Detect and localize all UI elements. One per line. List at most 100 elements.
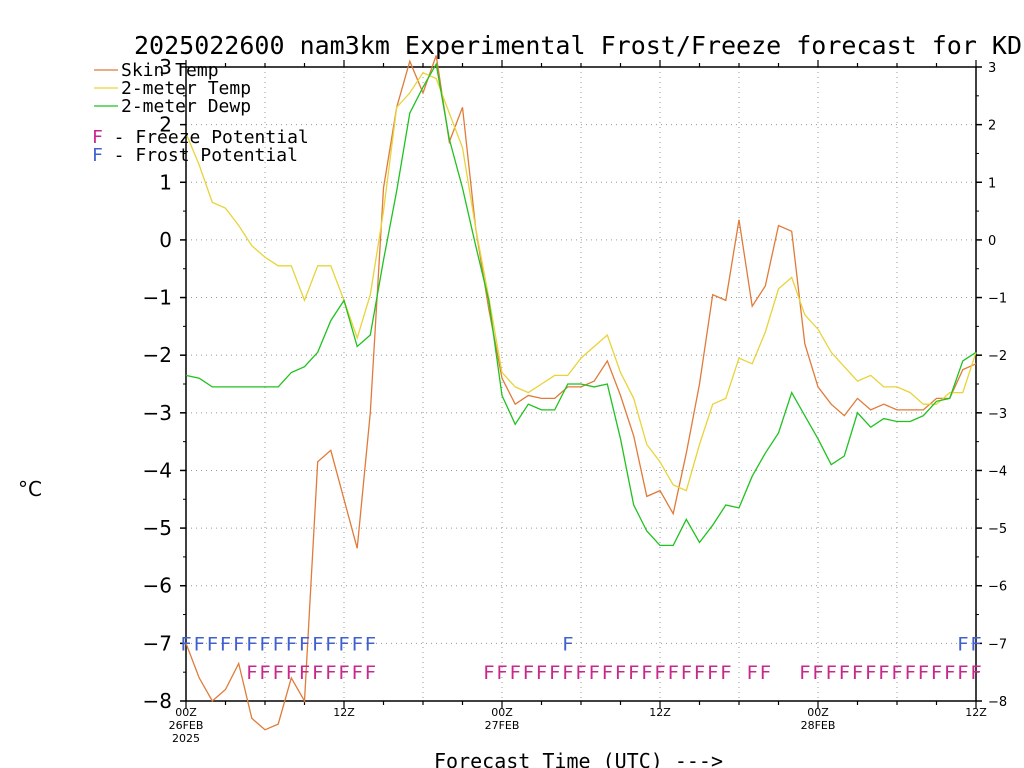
y-tick-label: −2	[143, 343, 172, 367]
freeze-flag: F	[523, 662, 534, 684]
y-tick-label-right: 2	[988, 119, 996, 134]
y-tick-label-right: 1	[988, 176, 996, 191]
frost-flag: F	[338, 633, 349, 655]
x-tick-label: 00Z	[175, 706, 197, 719]
legend-label: 2-meter Temp	[121, 78, 251, 99]
y-tick-label-right: 0	[988, 234, 996, 249]
freeze-flag: F	[904, 662, 915, 684]
freeze-flag: F	[575, 662, 586, 684]
frost-flag: F	[286, 633, 297, 655]
x-tick-label: 26FEB	[169, 719, 204, 732]
y-tick-label: 0	[159, 228, 172, 252]
frost-flag: F	[259, 633, 270, 655]
freeze-flag: F	[799, 662, 810, 684]
freeze-flag: F	[865, 662, 876, 684]
legend-flag-text: - Freeze Potential	[103, 127, 309, 148]
freeze-flag: F	[694, 662, 705, 684]
freeze-flag: F	[286, 662, 297, 684]
x-tick-label: 12Z	[649, 706, 671, 719]
freeze-flag: F	[957, 662, 968, 684]
x-tick-label: 12Z	[333, 706, 355, 719]
grid	[186, 67, 976, 701]
freeze-flag: F	[299, 662, 310, 684]
series-line-skin-temp	[185, 55, 977, 731]
y-tick-label: −4	[143, 458, 172, 482]
chart-title: 2025022600 nam3km Experimental Frost/Fre…	[134, 31, 1024, 60]
y-tick-label-right: 3	[988, 61, 996, 76]
freeze-flag: F	[365, 662, 376, 684]
freeze-flag: F	[839, 662, 850, 684]
y-tick-label: −1	[143, 286, 172, 310]
freeze-flag: F	[720, 662, 731, 684]
freeze-flag: F	[483, 662, 494, 684]
freeze-flag: F	[259, 662, 270, 684]
y-tick-label-right: −4	[988, 464, 1007, 479]
frost-flag: F	[233, 633, 244, 655]
y-tick-label-right: −7	[988, 637, 1007, 652]
freeze-flag: F	[944, 662, 955, 684]
x-tick-label: 27FEB	[485, 719, 520, 732]
legend-label: Skin Temp	[121, 60, 219, 81]
y-tick-label: −6	[143, 574, 172, 598]
y-tick-label-right: −3	[988, 407, 1007, 422]
y-tick-label-right: −8	[988, 695, 1007, 710]
freeze-flag: F	[812, 662, 823, 684]
y-tick-label-right: −1	[988, 292, 1007, 307]
freeze-flag: F	[667, 662, 678, 684]
x-tick-label: 28FEB	[801, 719, 836, 732]
frost-flag: F	[957, 633, 968, 655]
freeze-flag: F	[588, 662, 599, 684]
y-axis-label: °C	[18, 477, 42, 501]
freeze-flag: F	[272, 662, 283, 684]
freeze-flag: F	[918, 662, 929, 684]
freeze-flag: F	[746, 662, 757, 684]
axes: 3 3 2 2 1 1 0 0 −1 −1 −2 −2 −3 −3 −4 −4 −5 −5 −6 −6 −7 −7 −8 −8…	[143, 55, 1008, 745]
y-tick-label: 1	[159, 170, 172, 194]
flags-layer: F F F F F F F F F F F F F F F F F FF F F F F F F F F F F F F F F F F F F F F F…	[180, 633, 981, 684]
series-line-2-meter-dewp	[185, 62, 977, 547]
freeze-flag: F	[325, 662, 336, 684]
freeze-flag: F	[891, 662, 902, 684]
freeze-flag: F	[654, 662, 665, 684]
freeze-flag: F	[681, 662, 692, 684]
y-tick-label-right: −6	[988, 580, 1007, 595]
freeze-flag: F	[852, 662, 863, 684]
freeze-flag: F	[496, 662, 507, 684]
freeze-flag: F	[602, 662, 613, 684]
frost-flag: F	[246, 633, 257, 655]
freeze-flag: F	[931, 662, 942, 684]
y-tick-label-right: −2	[988, 349, 1007, 364]
y-tick-label: 2	[159, 113, 172, 137]
y-tick-label: −5	[143, 516, 172, 540]
freeze-flag: F	[549, 662, 560, 684]
frost-flag: F	[365, 633, 376, 655]
legend-flag-entry: F - Freeze Potential	[92, 127, 309, 148]
series-line-2-meter-temp	[185, 71, 977, 492]
legend-flag-letter: F	[92, 127, 103, 148]
x-tick-label: 12Z	[965, 706, 987, 719]
freeze-flag: F	[312, 662, 323, 684]
legend-flag-letter: F	[92, 145, 103, 166]
freeze-flag: F	[641, 662, 652, 684]
frost-flag: F	[220, 633, 231, 655]
freeze-flag: F	[562, 662, 573, 684]
series-layer	[185, 55, 977, 731]
y-tick-label: −8	[143, 689, 172, 713]
y-tick-label: 3	[159, 55, 172, 79]
freeze-flag: F	[825, 662, 836, 684]
freeze-flag: F	[338, 662, 349, 684]
frost-flag: F	[351, 633, 362, 655]
freeze-flag: F	[351, 662, 362, 684]
freeze-flag: F	[615, 662, 626, 684]
freeze-flag: F	[536, 662, 547, 684]
legend-flag-entry: F - Frost Potential	[92, 145, 298, 166]
freeze-flag: F	[760, 662, 771, 684]
y-tick-label: −7	[143, 631, 172, 655]
frost-flag: F	[970, 633, 981, 655]
freeze-flag: F	[246, 662, 257, 684]
y-tick-label-right: −5	[988, 522, 1007, 537]
freeze-flag: F	[970, 662, 981, 684]
x-tick-label: 2025	[172, 732, 200, 745]
